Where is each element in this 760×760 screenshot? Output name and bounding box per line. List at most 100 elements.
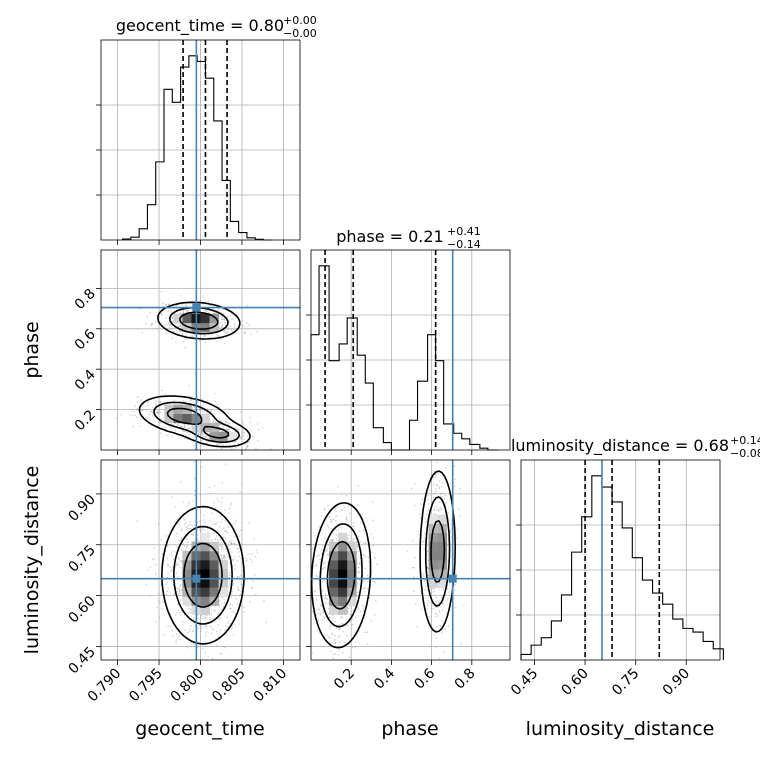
sample-point [434,612,437,615]
sample-point [372,519,374,521]
sample-point [178,539,180,542]
sample-point [221,482,224,484]
sample-point [242,429,244,431]
sample-point [204,435,207,438]
density-cell [329,541,339,552]
density-cell [182,569,192,579]
sample-point [211,657,214,660]
sample-point [241,521,243,524]
sample-point [345,517,347,520]
sample-point [332,657,335,660]
sample-point [180,425,182,427]
title-median: 0.68 [693,436,729,455]
sample-point [246,435,249,437]
sample-point [322,562,325,565]
sample-point [360,594,363,597]
sample-point [163,426,165,429]
sample-point [364,516,367,519]
sample-point [221,324,224,327]
sample-point [447,445,449,447]
tick-label: 0.45 [65,644,98,677]
tick-label: 0.805 [209,666,249,706]
panel-frame [100,459,301,661]
sample-point [236,575,239,578]
tick-label: 0.60 [559,666,592,699]
tick-label: 0.75 [609,666,642,699]
sample-point [205,617,207,619]
sample-point [330,518,332,520]
sample-point [219,418,221,421]
sample-point [230,541,232,543]
tick-label: 0.90 [660,666,693,699]
sample-point [454,442,456,444]
tick-label: 0.8 [452,666,479,693]
sample-point [199,410,201,412]
sample-point [244,447,247,450]
sample-point [316,575,319,578]
sample-point [249,430,252,432]
sample-point [327,608,330,610]
sample-point [315,629,318,632]
sample-point [367,556,370,558]
sample-point [230,542,233,544]
density-cell [437,550,448,561]
sample-point [319,688,321,690]
sample-point [176,561,179,564]
sample-point [234,555,236,558]
sample-point [194,494,196,497]
sample-point [240,584,243,586]
sample-point [436,596,438,599]
sample-point [356,546,359,548]
sample-point [317,612,319,615]
sample-point [320,552,322,555]
sample-point [315,564,318,567]
sample-point [422,575,425,577]
sample-point [233,442,236,444]
sample-point [220,447,223,450]
sample-point [152,406,154,409]
sample-point [240,583,243,585]
sample-point [363,580,366,583]
sample-point [223,555,226,557]
sample-point [352,521,355,524]
sample-point [347,607,350,610]
sample-point [227,526,230,529]
sample-point [456,537,458,540]
sample-point [186,527,188,529]
sample-point [237,551,240,553]
sample-point [182,501,185,503]
sample-point [202,295,205,297]
sample-point [136,401,139,403]
sample-point [188,607,191,610]
sample-point [231,590,233,593]
sample-point [435,473,437,476]
sample-point [330,539,333,542]
sample-point [424,589,426,591]
sample-point [221,518,224,520]
sample-point [442,588,445,590]
sample-point [201,626,203,629]
sample-point [186,311,189,313]
sample-point [175,572,178,574]
sample-point [184,549,187,551]
sample-point [351,617,354,620]
sample-point [213,610,215,612]
sample-point [180,326,182,328]
sample-point [329,625,332,627]
histogram-panel-luminosity-distance: 0.45 0.60 0.75 0.90 [508,459,724,699]
sample-point [223,331,226,333]
sample-point [158,616,160,618]
sample-point [214,538,217,540]
sample-point [364,587,367,589]
sample-point [227,429,229,431]
sample-point [347,624,349,627]
sample-point [222,308,225,311]
truth-marker [192,303,201,312]
title-geocent-time-plus: +0.00 [283,14,317,27]
sample-point [224,519,227,521]
sample-point [418,513,421,516]
sample-point [439,625,442,628]
sample-point [372,537,375,539]
sample-point [146,315,148,318]
sample-point [229,504,232,506]
